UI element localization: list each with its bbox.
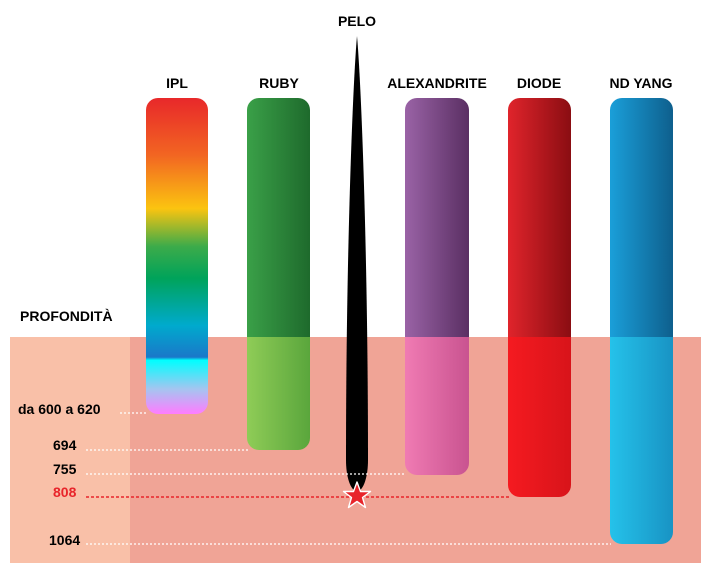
laser-label-nd-yang: ND YANG bbox=[609, 75, 672, 91]
depth-label-755: 755 bbox=[53, 461, 77, 477]
laser-label-ruby: RUBY bbox=[259, 75, 299, 91]
laser-label-alexandrite: ALEXANDRITE bbox=[387, 75, 487, 91]
laser-label-diode: DIODE bbox=[517, 75, 561, 91]
diode-bar bbox=[508, 98, 571, 497]
depth-title: PROFONDITÀ bbox=[20, 308, 113, 324]
depth-label-694: 694 bbox=[53, 437, 77, 453]
nd-yang-bar bbox=[610, 98, 673, 544]
star-icon bbox=[342, 481, 372, 509]
depth-label-1064: 1064 bbox=[49, 532, 80, 548]
hair-shaft bbox=[346, 36, 368, 492]
hair-label: PELO bbox=[338, 13, 376, 29]
ipl-bar bbox=[146, 98, 208, 414]
depth-label-600: da 600 a 620 bbox=[18, 401, 101, 417]
ruby-bar bbox=[247, 98, 310, 450]
alexandrite-bar bbox=[405, 98, 469, 475]
depth-label-808: 808 bbox=[53, 484, 77, 500]
laser-label-ipl: IPL bbox=[166, 75, 188, 91]
